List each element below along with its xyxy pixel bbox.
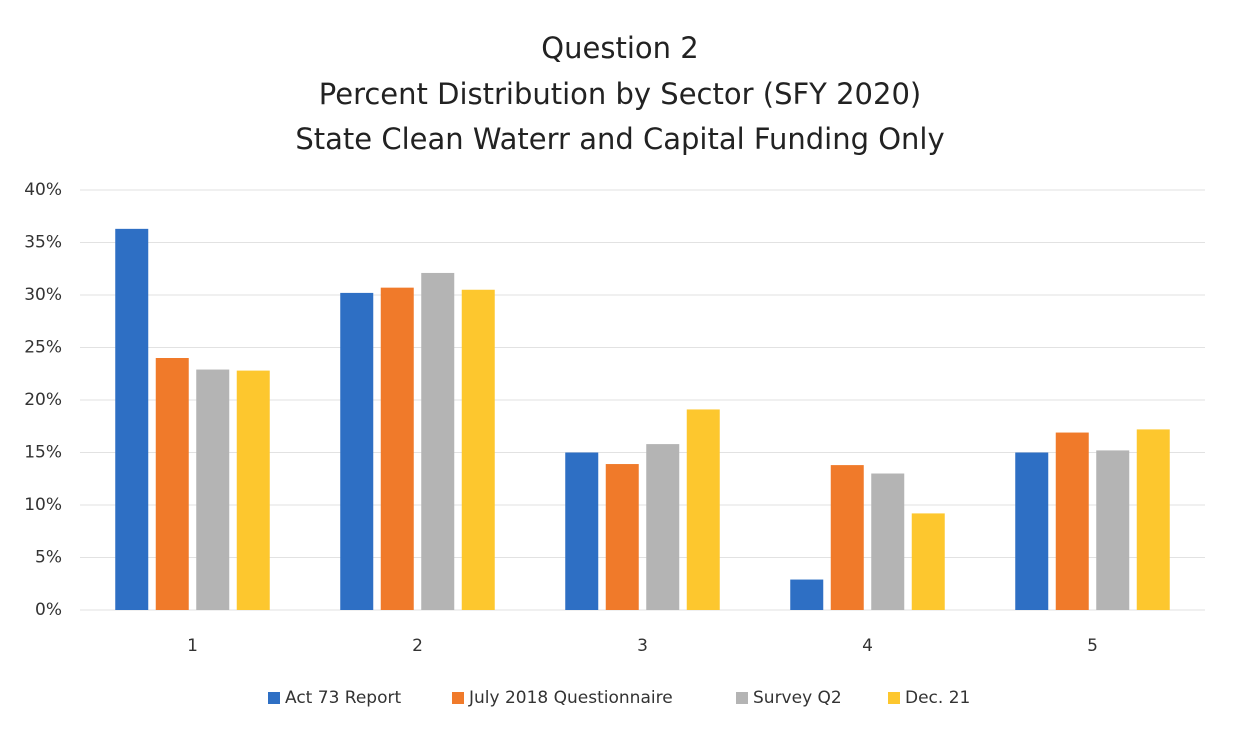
bar	[421, 272, 455, 610]
y-tick-label: 20%	[24, 390, 62, 410]
bar	[340, 292, 374, 610]
bar	[686, 409, 720, 610]
y-tick-label: 5%	[35, 548, 62, 568]
chart-title: Question 2	[541, 31, 698, 65]
legend-swatch	[736, 692, 748, 704]
bar	[1015, 452, 1049, 610]
legend-label: July 2018 Questionnaire	[468, 688, 673, 708]
y-tick-label: 30%	[24, 285, 62, 305]
bar	[565, 452, 599, 610]
y-tick-label: 10%	[24, 495, 62, 515]
chart-title: Percent Distribution by Sector (SFY 2020…	[319, 77, 921, 111]
legend-swatch	[268, 692, 280, 704]
bar	[911, 513, 945, 610]
bar	[380, 287, 414, 610]
bar	[196, 369, 230, 610]
bar	[155, 358, 189, 610]
legend-label: Survey Q2	[753, 688, 842, 708]
legend-swatch	[888, 692, 900, 704]
bar	[1096, 450, 1130, 610]
x-tick-label: 2	[412, 636, 423, 656]
bar	[236, 370, 270, 610]
x-tick-label: 1	[187, 636, 198, 656]
x-tick-label: 3	[637, 636, 648, 656]
bar	[790, 579, 824, 610]
y-tick-label: 40%	[24, 180, 62, 200]
chart-title: State Clean Waterr and Capital Funding O…	[295, 122, 944, 156]
legend-label: Act 73 Report	[285, 688, 401, 708]
bar	[830, 465, 864, 610]
bar	[115, 228, 149, 610]
bar	[871, 473, 905, 610]
y-tick-label: 35%	[24, 233, 62, 253]
y-tick-label: 15%	[24, 443, 62, 463]
legend-swatch	[452, 692, 464, 704]
bar	[461, 289, 495, 610]
x-tick-label: 5	[1087, 636, 1098, 656]
x-tick-label: 4	[862, 636, 873, 656]
bar	[646, 444, 680, 610]
bar	[605, 464, 639, 610]
bar	[1136, 429, 1170, 610]
y-tick-label: 0%	[35, 600, 62, 620]
legend-label: Dec. 21	[905, 688, 970, 708]
bar	[1055, 432, 1089, 610]
y-tick-label: 25%	[24, 338, 62, 358]
